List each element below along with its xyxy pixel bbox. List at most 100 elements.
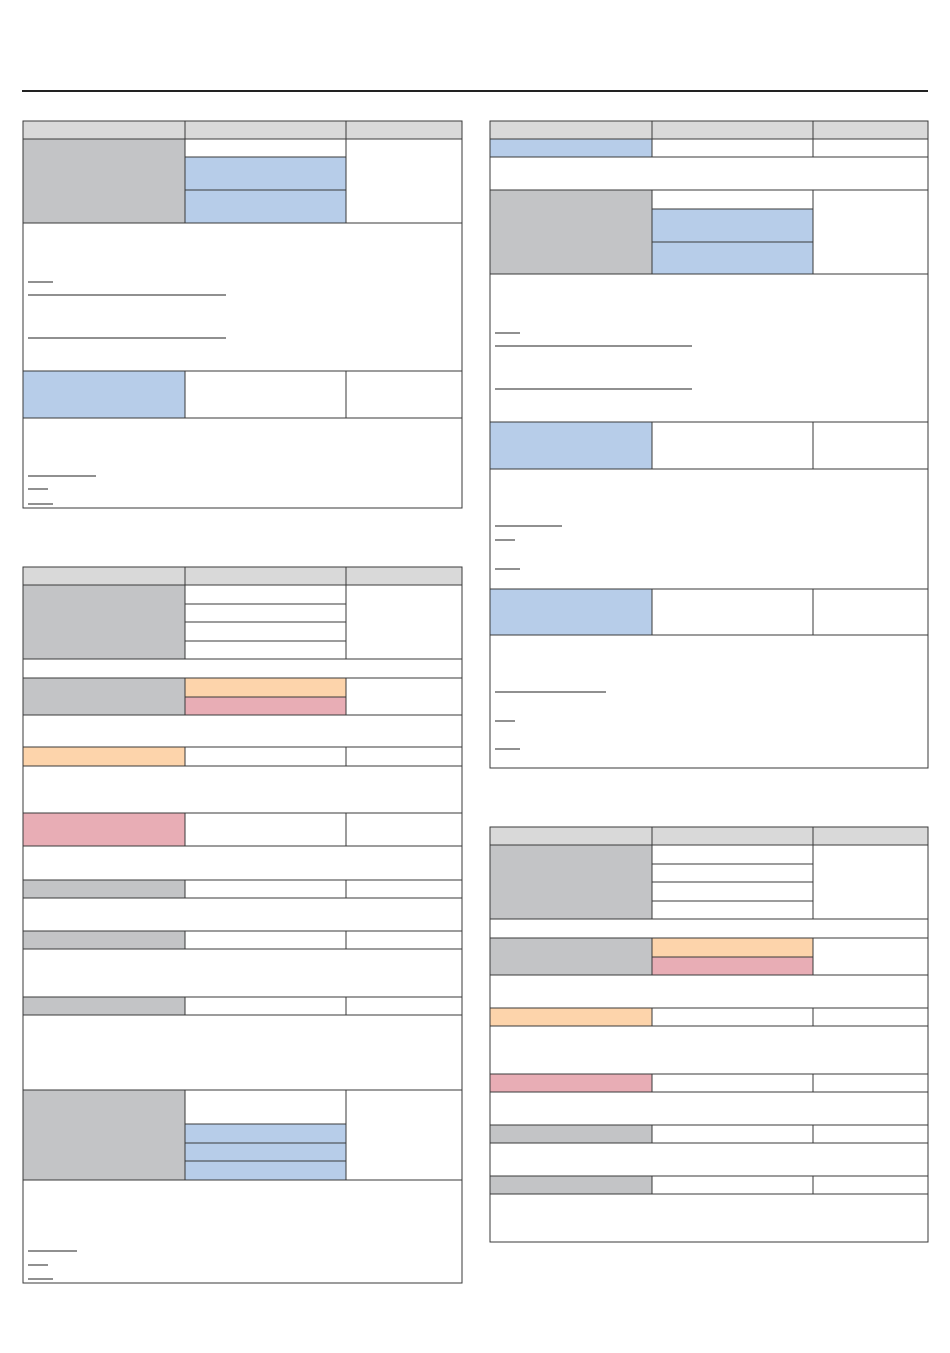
table-cell	[22, 930, 186, 950]
table-cell	[489, 918, 929, 939]
table-cell	[812, 844, 929, 920]
table-cell	[184, 996, 347, 1016]
table-cell	[489, 1142, 929, 1177]
table-cell	[812, 937, 929, 976]
table-cell	[22, 1014, 463, 1091]
table-cell	[651, 588, 814, 636]
table-cell	[184, 1123, 347, 1144]
table-cell	[489, 1073, 653, 1093]
table-cell	[22, 812, 186, 847]
table-cell	[651, 421, 814, 470]
table-cell	[812, 138, 929, 158]
table-cell	[489, 156, 929, 191]
table-cell	[22, 897, 463, 932]
table-cell	[489, 138, 653, 158]
table-cell	[651, 138, 814, 158]
table-cell	[22, 996, 186, 1016]
table-cell	[651, 1124, 814, 1144]
table-cell	[22, 417, 463, 509]
table-cell	[345, 584, 463, 660]
table-cell	[651, 189, 814, 210]
table-cell	[489, 189, 653, 275]
table-cell	[651, 900, 814, 920]
table-cell	[184, 812, 347, 847]
table-cell	[184, 1142, 347, 1162]
table-cell	[489, 1007, 653, 1027]
table-cell	[22, 746, 186, 767]
table-cell	[812, 1007, 929, 1027]
table-cell	[22, 370, 186, 419]
table-cell	[651, 241, 814, 275]
table-cell	[184, 746, 347, 767]
table-cell	[489, 468, 929, 590]
table-cell	[184, 879, 347, 899]
table-cell	[812, 1124, 929, 1144]
table-cell	[184, 677, 347, 698]
table-cell	[184, 120, 347, 140]
table-cell	[22, 138, 186, 224]
table-cell	[184, 930, 347, 950]
table-cell	[22, 1179, 463, 1284]
table-cell	[651, 208, 814, 243]
table-cell	[22, 765, 463, 814]
table-cell	[651, 844, 814, 865]
table-cell	[345, 812, 463, 847]
table-cell	[345, 138, 463, 224]
table-cell	[22, 566, 186, 586]
table-cell	[489, 937, 653, 976]
table-cell	[489, 1193, 929, 1243]
table-cell	[812, 1175, 929, 1195]
table-cell	[345, 930, 463, 950]
table-cell	[489, 421, 653, 470]
table-cell	[651, 1175, 814, 1195]
table-cell	[489, 844, 653, 920]
table-cell	[184, 584, 347, 605]
table-cell	[184, 189, 347, 224]
table-cell	[184, 640, 347, 660]
table-cell	[812, 1073, 929, 1093]
table-cell	[651, 1007, 814, 1027]
table-cell	[184, 138, 347, 158]
table-cell	[184, 566, 347, 586]
table-cell	[489, 588, 653, 636]
table-cell	[22, 948, 463, 998]
table-cell	[184, 1160, 347, 1181]
table-cell	[22, 222, 463, 372]
table-cell	[184, 1089, 347, 1125]
table-cell	[489, 1124, 653, 1144]
table-cell	[345, 1089, 463, 1181]
table-cell	[651, 956, 814, 976]
table-cell	[345, 996, 463, 1016]
table-cell	[812, 120, 929, 140]
table-cell	[489, 974, 929, 1009]
table-cell	[345, 566, 463, 586]
table-cell	[22, 658, 463, 679]
table-cell	[812, 588, 929, 636]
table-cell	[22, 584, 186, 660]
table-cell	[22, 120, 186, 140]
table-cell	[22, 845, 463, 881]
table-cell	[651, 120, 814, 140]
table-cell	[812, 421, 929, 470]
table-cell	[489, 1091, 929, 1126]
table-cell	[22, 879, 186, 899]
table-cell	[651, 937, 814, 958]
table-cell	[651, 1073, 814, 1093]
table-cell	[651, 881, 814, 902]
table-cell	[22, 677, 186, 716]
table-cell	[812, 189, 929, 275]
table-cell	[345, 370, 463, 419]
table-cell	[22, 1089, 186, 1181]
table-cell	[489, 826, 653, 846]
table-cell	[489, 1025, 929, 1075]
table-cell	[345, 120, 463, 140]
table-cell	[812, 826, 929, 846]
table-cell	[22, 714, 463, 748]
table-cell	[184, 621, 347, 642]
table-cell	[184, 603, 347, 623]
table-cell	[489, 120, 653, 140]
table-cell	[489, 273, 929, 423]
table-cell	[345, 677, 463, 716]
